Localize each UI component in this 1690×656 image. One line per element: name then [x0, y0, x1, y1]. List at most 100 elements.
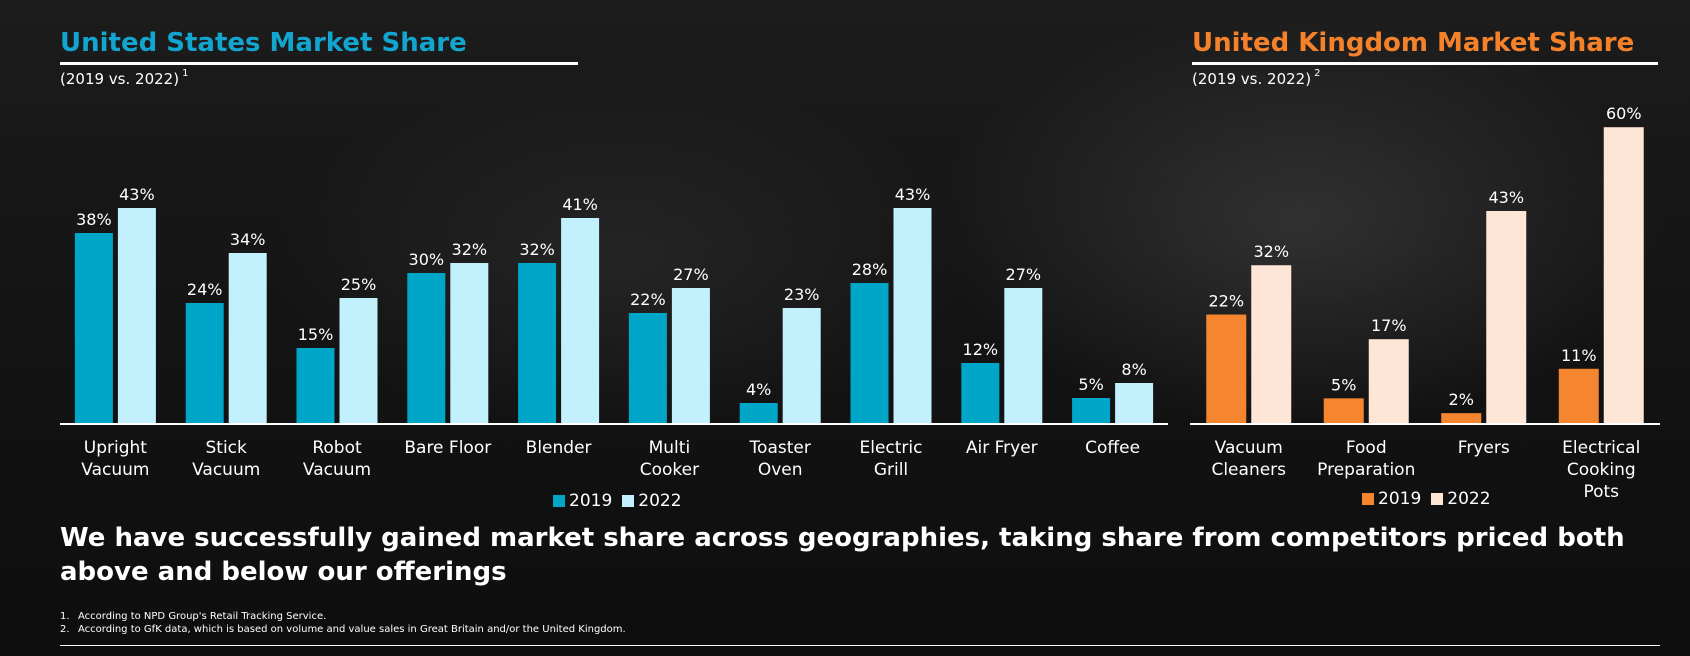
us-category-label-2-line-0: Robot	[312, 438, 362, 458]
us-bar-2019-4	[518, 263, 557, 423]
us-bar-2019-1	[185, 303, 224, 423]
uk-title-rule	[1192, 62, 1658, 65]
us-data-label-2019-7: 28%	[852, 260, 888, 279]
us-bar-2022-4	[561, 218, 600, 423]
us-bar-2019-5	[628, 313, 667, 423]
uk-data-label-2022-2: 43%	[1488, 188, 1524, 207]
us-data-label-2019-9: 5%	[1078, 375, 1103, 394]
uk-data-label-2022-0: 32%	[1253, 242, 1289, 261]
us-data-label-2019-8: 12%	[963, 340, 999, 359]
us-category-label-0-line-0: Upright	[84, 438, 148, 458]
uk-legend-label-2022: 2022	[1447, 489, 1491, 509]
us-bar-2022-2	[339, 298, 378, 423]
us-category-label-0-line-1: Vacuum	[81, 460, 149, 480]
us-bar-2019-6	[739, 403, 778, 423]
us-category-label-8-line-0: Air Fryer	[966, 438, 1038, 458]
us-legend-swatch-2019	[553, 495, 565, 507]
uk-bar-2019-2	[1441, 413, 1482, 423]
uk-chart-subtitle: (2019 vs. 2022) 2	[1192, 68, 1321, 88]
footnote-1-number: 1.	[60, 611, 70, 622]
us-bar-2019-0	[74, 233, 113, 423]
us-legend-label-2019: 2019	[569, 491, 613, 511]
footnote-2-text: According to GfK data, which is based on…	[78, 624, 626, 635]
us-category-label-2-line-1: Vacuum	[303, 460, 371, 480]
us-data-label-2019-3: 30%	[409, 250, 445, 269]
us-data-label-2019-5: 22%	[630, 290, 666, 309]
footnote-2: 2. According to GfK data, which is based …	[60, 623, 626, 636]
us-bar-2022-3	[450, 263, 489, 423]
uk-category-label-3-line-2: Pots	[1583, 482, 1619, 502]
us-legend-entry-2019: 2019	[553, 491, 612, 511]
uk-category-label-1-line-0: Food	[1346, 438, 1387, 458]
uk-legend: 2019 2022	[1362, 489, 1501, 509]
bottom-rule	[60, 645, 1660, 646]
us-chart-title: United States Market Share	[60, 28, 467, 58]
uk-category-label-3-line-0: Electrical	[1562, 438, 1640, 458]
uk-bar-2022-0	[1251, 265, 1292, 423]
us-category-label-7-line-0: Electric	[860, 438, 923, 458]
us-footnote-ref: 1	[182, 68, 189, 79]
uk-subtitle-text: (2019 vs. 2022)	[1192, 70, 1312, 88]
uk-category-label-1-line-1: Preparation	[1317, 460, 1415, 480]
us-bar-2019-7	[850, 283, 889, 423]
uk-data-label-2019-0: 22%	[1208, 292, 1244, 311]
us-legend: 2019 2022	[553, 491, 692, 511]
uk-category-label-2-line-0: Fryers	[1458, 438, 1510, 458]
us-data-label-2022-3: 32%	[452, 240, 488, 259]
us-category-label-5-line-0: Multi	[649, 438, 691, 458]
us-bar-2019-2	[296, 348, 335, 423]
us-legend-swatch-2022	[622, 495, 635, 507]
us-category-label-1-line-0: Stick	[206, 438, 248, 458]
uk-legend-swatch-2022	[1431, 493, 1444, 505]
uk-bar-2022-2	[1486, 211, 1527, 423]
uk-category-label-0-line-0: Vacuum	[1215, 438, 1283, 458]
us-data-label-2022-5: 27%	[673, 265, 709, 284]
us-category-label-7-line-1: Grill	[874, 460, 908, 480]
uk-legend-swatch-2019	[1362, 493, 1374, 505]
uk-legend-entry-2019: 2019	[1362, 489, 1421, 509]
us-subtitle-text: (2019 vs. 2022)	[60, 70, 180, 88]
us-bar-2022-8	[1004, 288, 1043, 423]
footnotes: 1. According to NPD Group's Retail Tracki…	[60, 610, 626, 636]
us-legend-label-2022: 2022	[638, 491, 682, 511]
us-data-label-2019-6: 4%	[746, 380, 771, 399]
us-bar-2022-1	[228, 253, 267, 423]
uk-data-label-2022-1: 17%	[1371, 316, 1407, 335]
us-category-label-1-line-1: Vacuum	[192, 460, 260, 480]
us-data-label-2022-2: 25%	[341, 275, 377, 294]
us-data-label-2019-2: 15%	[298, 325, 334, 344]
us-bar-2019-9	[1072, 398, 1111, 423]
uk-bar-2022-3	[1603, 127, 1644, 423]
uk-data-label-2019-3: 11%	[1561, 346, 1597, 365]
uk-data-label-2022-3: 60%	[1606, 104, 1642, 123]
uk-data-label-2019-2: 2%	[1449, 390, 1474, 409]
uk-chart-title: United Kingdom Market Share	[1192, 28, 1635, 58]
uk-footnote-ref: 2	[1314, 68, 1321, 79]
uk-bar-2022-1	[1368, 339, 1409, 423]
us-category-label-5-line-1: Cooker	[640, 460, 699, 480]
footnote-2-number: 2.	[60, 624, 70, 635]
us-data-label-2022-8: 27%	[1006, 265, 1042, 284]
us-data-label-2019-0: 38%	[76, 210, 112, 229]
uk-legend-label-2019: 2019	[1378, 489, 1422, 509]
uk-data-label-2019-1: 5%	[1331, 375, 1356, 394]
uk-legend-entry-2022: 2022	[1431, 489, 1491, 509]
us-data-label-2022-1: 34%	[230, 230, 266, 249]
us-data-label-2022-9: 8%	[1121, 360, 1146, 379]
us-category-label-6-line-1: Oven	[758, 460, 803, 480]
uk-category-label-3-line-1: Cooking	[1567, 460, 1636, 480]
us-data-label-2022-0: 43%	[119, 185, 155, 204]
headline: We have successfully gained market share…	[60, 523, 1625, 587]
uk-bar-2019-0	[1206, 314, 1247, 423]
us-legend-entry-2022: 2022	[622, 491, 682, 511]
us-chart-subtitle: (2019 vs. 2022) 1	[60, 68, 189, 88]
footnote-1-text: According to NPD Group's Retail Tracking…	[78, 611, 327, 622]
us-bar-2019-3	[407, 273, 446, 423]
us-bar-2022-0	[117, 208, 156, 423]
uk-bar-2019-3	[1558, 368, 1599, 423]
us-category-label-6-line-0: Toaster	[749, 438, 811, 458]
us-bar-2022-9	[1115, 383, 1154, 423]
footnote-1: 1. According to NPD Group's Retail Tracki…	[60, 610, 626, 623]
